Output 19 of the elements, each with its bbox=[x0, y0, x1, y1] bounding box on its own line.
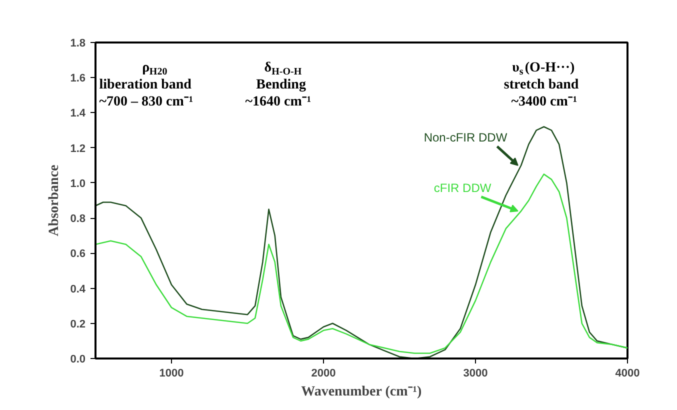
x-tick-label: 3000 bbox=[463, 368, 488, 380]
y-tick-label: 1.2 bbox=[70, 142, 86, 155]
x-tick-label: 4000 bbox=[615, 368, 640, 380]
y-tick-label: 0.8 bbox=[70, 213, 86, 226]
y-tick-label: 0.2 bbox=[70, 318, 86, 330]
y-tick-label: 0.0 bbox=[70, 354, 86, 366]
y-tick-label: 0.4 bbox=[70, 283, 86, 296]
line-series bbox=[96, 174, 628, 354]
text: cFIR DDW bbox=[434, 180, 492, 195]
x-axis-title: Wavenumber (cm⁻¹) bbox=[301, 384, 422, 400]
series-label: Non-cFIR DDW bbox=[424, 130, 508, 144]
y-tick-label: 1.4 bbox=[70, 108, 86, 120]
y-axis-title: Absorbance bbox=[47, 164, 62, 236]
y-tick-label: 1.0 bbox=[70, 178, 86, 190]
x-tick-label: 2000 bbox=[311, 368, 336, 380]
y-tick-label: 0.6 bbox=[70, 248, 86, 260]
x-tick-label: 1000 bbox=[159, 368, 184, 380]
y-tick-label: 1.6 bbox=[70, 72, 86, 85]
y-tick-label: 1.8 bbox=[70, 38, 86, 50]
